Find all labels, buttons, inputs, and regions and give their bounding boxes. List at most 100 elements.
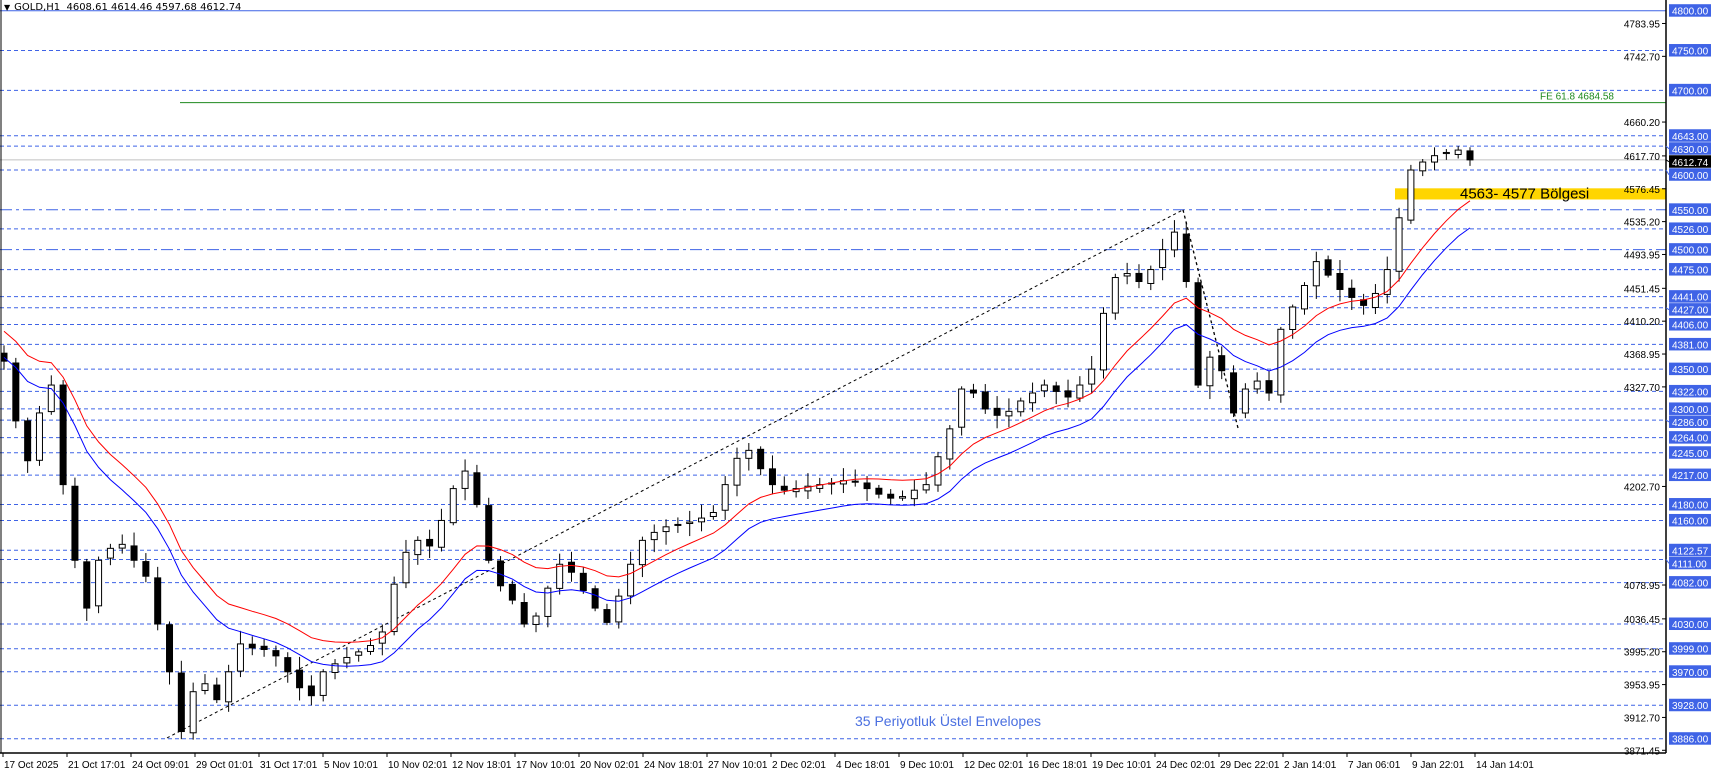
bearish-candle (307, 685, 315, 697)
bullish-candle (437, 519, 445, 548)
level-price-tag (1669, 44, 1711, 57)
bullish-candle (1123, 273, 1131, 277)
level-price-label: 4800.00 (1672, 7, 1709, 18)
level-price-label: 4381.00 (1672, 340, 1709, 351)
bullish-candle (946, 428, 954, 460)
level-price-label: 3928.00 (1672, 701, 1709, 712)
bullish-candle (236, 643, 244, 672)
x-tick-label: 4 Dec 18:01 (836, 760, 890, 771)
level-price-label: 4217.00 (1672, 471, 1709, 482)
bullish-candle (638, 539, 646, 566)
bullish-candle (910, 489, 918, 500)
price-tag-connector (1665, 169, 1670, 176)
bearish-candle (768, 468, 776, 486)
bullish-candle (390, 583, 398, 633)
bullish-candle (35, 412, 43, 461)
x-tick-label: 24 Dec 02:01 (1156, 760, 1216, 771)
bullish-candle (686, 521, 694, 524)
y-tick-label: 3871.45 (1624, 746, 1661, 757)
level-price-label: 4245.00 (1672, 449, 1709, 460)
y-tick-label: 4576.45 (1624, 185, 1661, 196)
level-price-tag (1669, 222, 1711, 235)
support-zone (1395, 188, 1666, 200)
level-price-label: 4264.00 (1672, 434, 1709, 445)
bearish-candle (1182, 233, 1190, 283)
bullish-candle (1017, 400, 1025, 413)
price-tag-connector (1665, 307, 1670, 311)
bullish-candle (402, 551, 410, 584)
x-tick-label: 31 Oct 17:01 (260, 760, 318, 771)
bullish-candle (721, 484, 729, 511)
bullish-candle (1241, 388, 1249, 414)
level-price-label: 4322.00 (1672, 387, 1709, 398)
bearish-candle (508, 583, 516, 601)
bearish-candle (757, 448, 765, 470)
level-price-label: 4600.00 (1672, 171, 1709, 182)
current-price-label: 4612.74 (1672, 158, 1709, 169)
bullish-candle (1076, 384, 1084, 399)
bullish-candle (627, 563, 635, 597)
y-tick-label: 4036.45 (1624, 615, 1661, 626)
y-tick-label: 3953.95 (1624, 681, 1661, 692)
bullish-candle (662, 526, 670, 533)
bullish-candle (1159, 249, 1167, 269)
bullish-candle (1253, 380, 1261, 390)
bearish-candle (296, 669, 304, 689)
bullish-candle (189, 691, 197, 734)
y-tick-label: 4202.70 (1624, 482, 1661, 493)
y-tick-label: 4327.70 (1624, 383, 1661, 394)
bearish-candle (485, 505, 493, 561)
level-price-label: 3970.00 (1672, 668, 1709, 679)
bearish-candle (1466, 150, 1474, 161)
bearish-candle (1324, 259, 1332, 276)
bullish-candle (1300, 284, 1308, 310)
bearish-candle (142, 561, 150, 577)
bearish-candle (284, 657, 292, 673)
level-price-label: 4111.00 (1672, 559, 1707, 570)
y-tick-label: 4742.70 (1624, 52, 1661, 63)
level-price-tag (1669, 446, 1711, 459)
level-price-tag (1669, 303, 1711, 316)
bearish-candle (520, 601, 528, 625)
envelope-lower-line (3, 227, 1471, 667)
level-price-label: 4300.00 (1672, 405, 1709, 416)
level-price-label: 4406.00 (1672, 321, 1709, 332)
chart-header: ▼ GOLD,H1 4608.61 4614.46 4597.68 4612.74 (4, 2, 241, 13)
level-price-label: 4475.00 (1672, 266, 1709, 277)
level-price-tag (1669, 415, 1711, 428)
level-price-tag (1669, 732, 1711, 745)
x-tick-label: 29 Oct 01:01 (196, 760, 254, 771)
level-price-label: 4122.57 (1672, 546, 1709, 557)
level-price-tag (1669, 642, 1711, 655)
envelope-upper-line (3, 200, 1471, 643)
y-tick-label: 4493.95 (1624, 250, 1661, 261)
triangle-down-icon[interactable]: ▼ (4, 3, 11, 12)
level-price-label: 4286.00 (1672, 418, 1709, 429)
bullish-candle (1100, 312, 1107, 371)
bullish-candle (331, 663, 339, 673)
bearish-candle (1135, 272, 1143, 283)
bullish-candle (1170, 231, 1178, 251)
y-tick-label: 4078.95 (1624, 581, 1661, 592)
x-tick-label: 2 Dec 02:01 (772, 760, 826, 771)
bullish-candle (449, 488, 457, 524)
bullish-candle (532, 615, 540, 625)
ohlc-values: 4608.61 4614.46 4597.68 4612.74 (66, 2, 242, 13)
level-price-label: 3886.00 (1672, 735, 1709, 746)
level-price-label: 4643.00 (1672, 132, 1709, 143)
bullish-candle (225, 671, 233, 703)
x-tick-label: 19 Dec 10:01 (1092, 760, 1152, 771)
bearish-candle (993, 407, 1001, 416)
bullish-candle (745, 449, 753, 459)
bearish-candle (981, 391, 989, 410)
x-tick-label: 27 Nov 10:01 (708, 760, 768, 771)
x-tick-label: 24 Oct 09:01 (132, 760, 190, 771)
bearish-candle (1230, 372, 1238, 414)
price-tag-connector (1665, 159, 1670, 163)
x-tick-label: 2 Jan 14:01 (1284, 760, 1337, 771)
bearish-candle (1265, 380, 1273, 394)
level-price-label: 4350.00 (1672, 365, 1709, 376)
bearish-candle (154, 577, 162, 625)
bullish-candle (922, 484, 930, 491)
